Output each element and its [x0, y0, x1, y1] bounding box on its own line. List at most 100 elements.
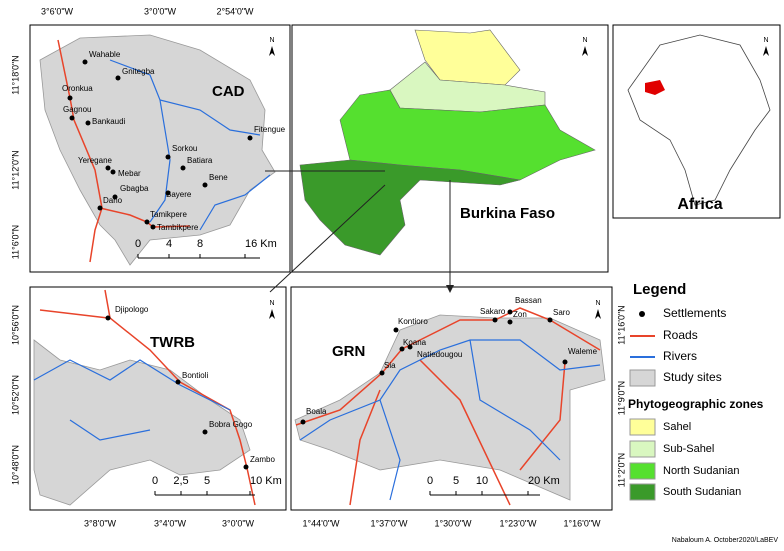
- scale-label: 8: [197, 238, 203, 250]
- coord-label: 3°0'0"W: [222, 518, 255, 528]
- north-arrow: [269, 46, 275, 56]
- panel-title: Burkina Faso: [460, 205, 555, 222]
- north-label: N: [595, 300, 600, 307]
- settlement-dot: [110, 169, 116, 175]
- place-label: Dano: [103, 196, 123, 205]
- settlement-dot: [243, 464, 249, 470]
- place-label: Sakaro: [480, 307, 506, 316]
- north-sudanian-symbol: [629, 462, 656, 480]
- north-arrow: [763, 46, 769, 56]
- north-label: N: [763, 37, 768, 44]
- place-label: Bassan: [515, 296, 542, 305]
- twrb-roads: [39, 289, 256, 506]
- place-label: Boala: [306, 407, 327, 416]
- settlement-dot: [150, 224, 156, 230]
- scale-label: 10: [476, 475, 488, 487]
- coord-label: 11°12'0"N: [10, 150, 20, 189]
- place-label: Fitengue: [254, 125, 286, 134]
- place-label: Sia: [384, 361, 396, 370]
- north-label: N: [269, 300, 274, 307]
- settlement-dot: [144, 219, 150, 225]
- place-label: Tamikpere: [150, 210, 187, 219]
- scale-label: 5: [204, 475, 210, 487]
- north-label: N: [269, 37, 274, 44]
- place-label: Tambikpere: [157, 223, 199, 232]
- settlement-dot: [202, 429, 208, 435]
- coord-label: 10°52'0"N: [10, 375, 20, 415]
- twrb-site: [33, 339, 251, 506]
- settlement-dot: [175, 379, 181, 385]
- settlement-dot: [379, 370, 385, 376]
- legend-subtitle: Phytogeographic zones: [628, 397, 764, 411]
- place-label: Kontioro: [398, 317, 428, 326]
- settlement-dot: [165, 154, 171, 160]
- place-label: Wahable: [89, 50, 121, 59]
- settlement-dot: [407, 344, 413, 350]
- settlement-dot: [547, 317, 553, 323]
- settlement-dot: [82, 59, 88, 65]
- sub-sahel-symbol: [629, 440, 656, 458]
- coord-label: 11°18'0"N: [10, 55, 20, 94]
- study-site-symbol: [629, 369, 656, 387]
- africa-outline: [627, 34, 771, 206]
- scale-label: 16 Km: [245, 238, 277, 250]
- panel-title: TWRB: [150, 334, 195, 351]
- panel-title: CAD: [212, 83, 245, 100]
- settlement-dot: [165, 190, 171, 196]
- legend-symbols: [629, 311, 656, 501]
- legend-label: Sub-Sahel: [663, 443, 714, 455]
- place-label: Koana: [403, 338, 427, 347]
- north-arrow: [595, 309, 601, 319]
- place-label: Mebar: [118, 169, 141, 178]
- legend-label: Sahel: [663, 421, 691, 433]
- settlement-symbol: [639, 311, 645, 317]
- scale-label: 0: [427, 475, 433, 487]
- coord-label: 2°54'0"W: [216, 6, 254, 16]
- place-label: Yeregane: [78, 156, 113, 165]
- settlement-dot: [105, 315, 111, 321]
- coord-label: 10°48'0"N: [10, 445, 20, 485]
- coord-label: 11°6'0"N: [10, 225, 20, 259]
- settlement-dot: [67, 95, 73, 101]
- settlement-dot: [112, 194, 118, 200]
- coord-label: 11°16'0"N: [616, 305, 626, 344]
- coord-label: 3°4'0"W: [154, 518, 187, 528]
- scale-label: 4: [166, 238, 172, 250]
- legend-title: Legend: [633, 281, 686, 298]
- scale-label: 0: [152, 475, 158, 487]
- place-label: Bayere: [166, 190, 192, 199]
- settlement-dot: [97, 205, 103, 211]
- sahel-zone: [414, 29, 521, 86]
- settlement-dot: [202, 182, 208, 188]
- place-label: Bankaudi: [92, 117, 126, 126]
- settlement-dot: [105, 165, 111, 171]
- settlement-dot: [69, 115, 75, 121]
- settlement-dot: [507, 309, 513, 315]
- place-label: Zon: [513, 310, 527, 319]
- link-arrows: [265, 170, 450, 292]
- grn-site: [294, 314, 606, 501]
- north-arrow: [269, 309, 275, 319]
- twrb-rivers: [33, 359, 231, 441]
- place-label: Gbagba: [120, 184, 149, 193]
- panel-title: GRN: [332, 343, 365, 360]
- coord-label: 3°0'0"W: [144, 6, 177, 16]
- place-label: Bene: [209, 173, 228, 182]
- grn-roads: [295, 307, 601, 506]
- north-arrow: [582, 46, 588, 56]
- credit: Nabaloum A. October2020/LaBEV: [672, 537, 779, 544]
- place-label: Oronkua: [62, 84, 93, 93]
- scale-label: 2,5: [173, 475, 188, 487]
- coord-label: 10°56'0"N: [10, 305, 20, 345]
- place-label: Djipologo: [115, 305, 149, 314]
- burkina-highlight: [645, 80, 665, 95]
- scale-label: 20 Km: [528, 475, 560, 487]
- legend-label: Rivers: [663, 349, 697, 363]
- sahel-symbol: [629, 418, 656, 436]
- coord-label: 1°37'0"W: [370, 518, 408, 528]
- place-label: Saro: [553, 308, 570, 317]
- place-label: Gagnou: [63, 105, 91, 114]
- scale-label: 10 Km: [250, 475, 282, 487]
- coord-label: 1°30'0"W: [434, 518, 472, 528]
